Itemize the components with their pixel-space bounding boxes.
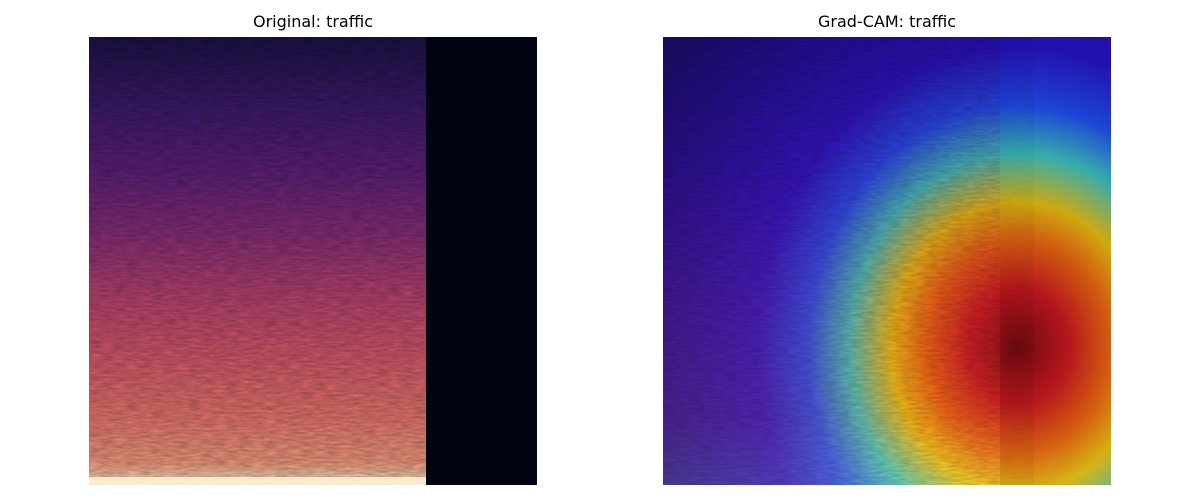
original-title: Original: traffic <box>252 12 373 31</box>
gradcam-title: Grad-CAM: traffic <box>817 12 957 31</box>
original-spectrogram <box>89 37 537 485</box>
gradcam-heatmap <box>663 37 1111 485</box>
